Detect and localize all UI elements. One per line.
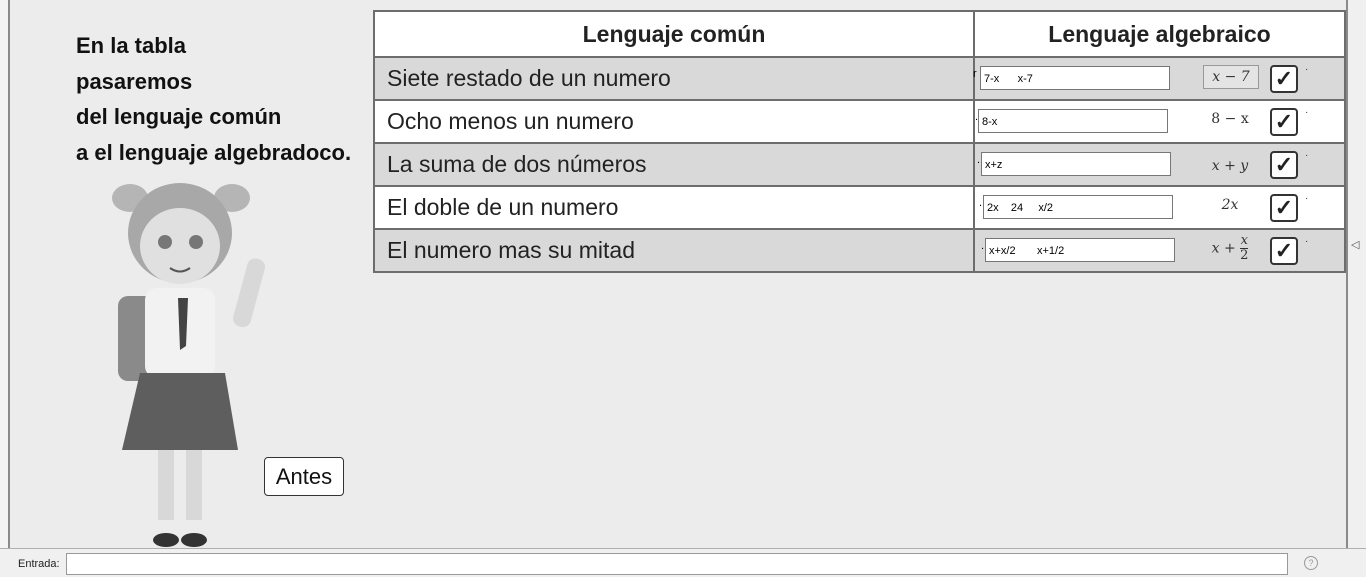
intro-line: pasaremos <box>76 68 193 94</box>
math-answer: 2x <box>1221 197 1239 213</box>
help-icon[interactable]: ? <box>1304 556 1318 570</box>
schoolgirl-illustration <box>112 183 265 547</box>
antes-button[interactable]: Antes <box>264 457 344 496</box>
answer-input[interactable]: x+z <box>981 152 1171 176</box>
left-panel-border <box>0 0 10 548</box>
header-algebraic: Lenguaje algebraico <box>973 10 1346 58</box>
intro-line: del lenguaje común <box>76 104 282 129</box>
check-icon[interactable]: ✓ <box>1270 65 1298 93</box>
common-phrase: La suma de dos números <box>373 142 975 187</box>
dot: · <box>1305 64 1309 75</box>
denominator: 2 <box>1240 248 1249 263</box>
answer-input[interactable]: x+x/2 x+1/2 <box>985 238 1175 262</box>
table-row: La suma de dos números . x+z x + y ✓ · <box>373 142 1346 187</box>
common-phrase: Ocho menos un numero <box>373 99 975 144</box>
dot: · <box>1305 107 1309 118</box>
right-panel-border: ◁ <box>1346 0 1366 548</box>
dot: · <box>1305 193 1309 204</box>
dot: · <box>1305 236 1309 247</box>
common-phrase: El numero mas su mitad <box>373 228 975 273</box>
dot: · <box>1305 150 1309 161</box>
input-label: Entrada: <box>18 558 60 570</box>
table-row: El doble de un numero . 2x 24 x/2 2x ✓ · <box>373 185 1346 230</box>
math-answer: 8 − x <box>1211 111 1249 127</box>
input-field[interactable] <box>66 553 1288 575</box>
row-prefix: . <box>975 111 979 123</box>
row-prefix: . <box>981 240 985 252</box>
table-row: Ocho menos un numero . 8-x 8 − x ✓ · <box>373 99 1346 144</box>
answer-input[interactable]: 8-x <box>978 109 1168 133</box>
math-answer: x − 7 <box>1203 65 1259 89</box>
row-prefix: . <box>979 197 983 209</box>
intro-text: En la tabla pasaremos del lenguaje común… <box>76 28 351 170</box>
input-bar: Entrada: ? <box>0 548 1366 577</box>
table-row: El numero mas su mitad . x+x/2 x+1/2 x +… <box>373 228 1346 273</box>
answer-input[interactable]: 7-x x-7 <box>980 66 1170 90</box>
numerator: x <box>1240 233 1249 249</box>
math-answer: x + y <box>1211 158 1249 174</box>
math-base: x + <box>1211 240 1241 257</box>
answer-input[interactable]: 2x 24 x/2 <box>983 195 1173 219</box>
intro-line: a el lenguaje algebradoco. <box>76 139 352 165</box>
common-phrase: El doble de un numero <box>373 185 975 230</box>
table-row: Siete restado de un numero r 7-x x-7 x −… <box>373 56 1346 101</box>
row-prefix: r <box>973 68 977 80</box>
intro-line: En la tabla <box>76 33 187 58</box>
common-phrase: Siete restado de un numero <box>373 56 975 101</box>
check-icon[interactable]: ✓ <box>1270 194 1298 222</box>
translation-table: Lenguaje común Lenguaje algebraico Siete… <box>373 10 1346 273</box>
check-icon[interactable]: ✓ <box>1270 108 1298 136</box>
check-icon[interactable]: ✓ <box>1270 237 1298 265</box>
header-common: Lenguaje común <box>373 10 975 58</box>
collapse-panel-icon[interactable]: ◁ <box>1351 239 1360 251</box>
row-prefix: . <box>977 154 981 166</box>
check-icon[interactable]: ✓ <box>1270 151 1298 179</box>
